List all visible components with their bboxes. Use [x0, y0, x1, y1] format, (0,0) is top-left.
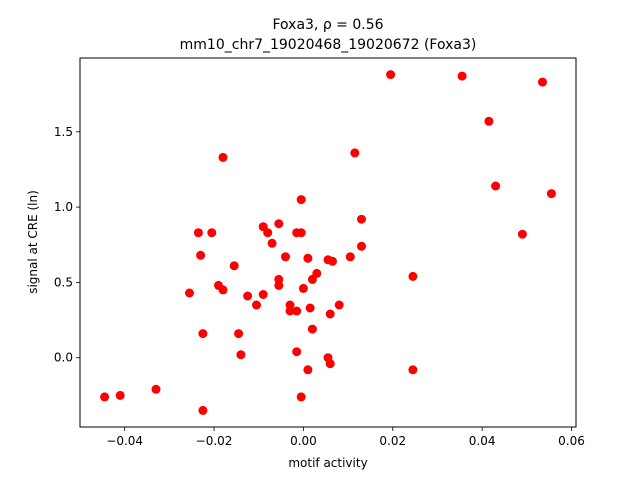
- y-tick-label: 1.0: [54, 200, 73, 214]
- x-tick-label: 0.00: [290, 434, 317, 448]
- y-tick-label: 0.0: [54, 351, 73, 365]
- data-point: [207, 228, 217, 238]
- data-point: [357, 241, 366, 251]
- y-axis-ticks: 0.0 0.5 1.0 1.5: [54, 125, 80, 365]
- data-point: [196, 250, 206, 260]
- data-point: [252, 300, 261, 310]
- chart-title-line-2: mm10_chr7_19020468_19020672 (Foxa3): [180, 37, 477, 53]
- data-point: [229, 261, 239, 271]
- y-tick-label: 0.5: [54, 275, 73, 289]
- data-point: [292, 306, 302, 316]
- data-point: [218, 285, 228, 295]
- data-point: [193, 228, 203, 238]
- plot-area: [80, 58, 576, 427]
- data-point: [298, 283, 308, 293]
- data-point: [100, 392, 110, 402]
- data-point: [243, 291, 253, 301]
- plot-frame: [79, 57, 577, 428]
- data-point: [198, 405, 208, 415]
- data-point: [218, 152, 228, 162]
- data-point: [296, 195, 306, 205]
- data-point: [457, 71, 467, 81]
- data-point: [292, 347, 302, 357]
- data-point: [350, 148, 360, 158]
- data-point: [267, 238, 277, 248]
- data-point: [258, 290, 268, 299]
- x-tick-label: 0.06: [558, 434, 585, 448]
- x-axis-label: motif activity: [288, 456, 367, 470]
- x-tick-label: −0.02: [196, 434, 233, 448]
- data-point: [296, 392, 306, 402]
- data-point: [236, 350, 246, 360]
- x-axis-ticks: −0.04 −0.02 0.00 0.02 0.04 0.06: [106, 427, 585, 448]
- data-point: [517, 229, 527, 239]
- data-point: [538, 77, 547, 87]
- y-tick-label: 1.5: [54, 125, 73, 139]
- data-point: [281, 252, 290, 262]
- data-point: [408, 271, 418, 281]
- data-point: [546, 189, 556, 199]
- data-points: [100, 70, 556, 415]
- data-point: [386, 70, 396, 80]
- data-point: [234, 329, 244, 339]
- data-point: [185, 288, 194, 298]
- data-point: [334, 300, 344, 310]
- data-point: [307, 324, 317, 334]
- data-point: [263, 228, 273, 238]
- data-point: [285, 306, 295, 316]
- data-point: [345, 252, 355, 262]
- data-point: [303, 253, 313, 263]
- data-point: [312, 268, 322, 278]
- x-tick-label: 0.02: [379, 434, 406, 448]
- data-point: [303, 365, 313, 375]
- data-point: [274, 219, 284, 229]
- chart-title-line-1: Foxa3, ρ = 0.56: [272, 17, 383, 33]
- data-point: [305, 303, 315, 313]
- data-point: [274, 280, 284, 290]
- y-axis-label: signal at CRE (ln): [26, 190, 40, 294]
- data-point: [357, 214, 366, 224]
- data-point: [151, 384, 161, 394]
- data-point: [198, 329, 208, 339]
- x-tick-label: 0.04: [469, 434, 496, 448]
- data-point: [325, 359, 335, 369]
- data-point: [491, 181, 501, 191]
- data-point: [296, 228, 306, 238]
- data-point: [408, 365, 418, 375]
- x-tick-label: −0.04: [106, 434, 143, 448]
- data-point: [328, 256, 337, 266]
- data-point: [484, 116, 494, 126]
- data-point: [115, 390, 125, 400]
- data-point: [325, 309, 335, 319]
